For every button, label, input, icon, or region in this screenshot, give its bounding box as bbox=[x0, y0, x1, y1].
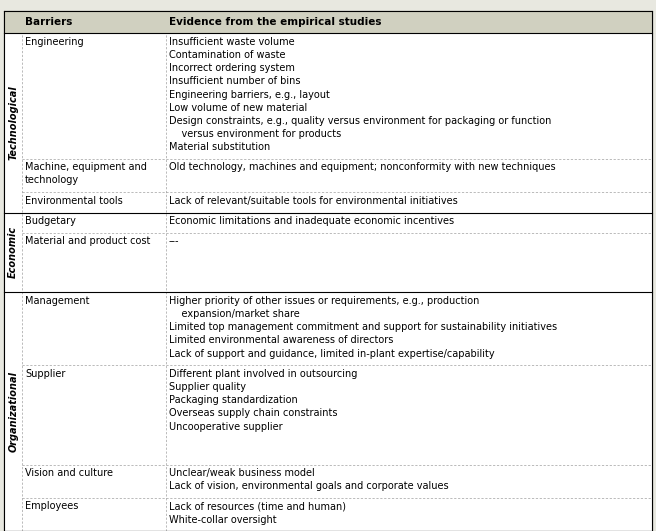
Text: Lack of resources (time and human): Lack of resources (time and human) bbox=[169, 501, 346, 511]
Text: Insufficient number of bins: Insufficient number of bins bbox=[169, 76, 300, 87]
Text: Material substitution: Material substitution bbox=[169, 142, 270, 152]
Text: Packaging standardization: Packaging standardization bbox=[169, 395, 298, 405]
Text: Limited top management commitment and support for sustainability initiatives: Limited top management commitment and su… bbox=[169, 322, 557, 332]
Text: Budgetary: Budgetary bbox=[25, 216, 76, 226]
Text: Economic: Economic bbox=[9, 226, 18, 278]
Text: Incorrect ordering system: Incorrect ordering system bbox=[169, 63, 295, 73]
Text: Lack of support and guidance, limited in-plant expertise/capability: Lack of support and guidance, limited in… bbox=[169, 349, 495, 358]
Text: Lack of relevant/suitable tools for environmental initiatives: Lack of relevant/suitable tools for envi… bbox=[169, 196, 458, 206]
Text: Evidence from the empirical studies: Evidence from the empirical studies bbox=[169, 17, 381, 27]
Text: Engineering: Engineering bbox=[25, 37, 84, 47]
Text: Employees: Employees bbox=[25, 501, 79, 511]
Bar bbox=[4, 498, 652, 531]
Bar bbox=[4, 212, 652, 233]
Text: versus environment for products: versus environment for products bbox=[169, 129, 341, 139]
Text: Overseas supply chain constraints: Overseas supply chain constraints bbox=[169, 408, 337, 418]
Text: Lack of vision, environmental goals and corporate values: Lack of vision, environmental goals and … bbox=[169, 481, 449, 491]
Text: Barriers: Barriers bbox=[25, 17, 72, 27]
Text: Technological: Technological bbox=[9, 85, 18, 160]
Bar bbox=[4, 192, 652, 212]
Text: Old technology, machines and equipment; nonconformity with new techniques: Old technology, machines and equipment; … bbox=[169, 162, 556, 173]
Text: Unclear/weak business model: Unclear/weak business model bbox=[169, 468, 315, 478]
Text: Higher priority of other issues or requirements, e.g., production: Higher priority of other issues or requi… bbox=[169, 296, 480, 306]
Bar bbox=[4, 465, 652, 498]
Text: Design constraints, e.g., quality versus environment for packaging or function: Design constraints, e.g., quality versus… bbox=[169, 116, 551, 126]
Text: Organizational: Organizational bbox=[9, 371, 18, 452]
Text: Different plant involved in outsourcing: Different plant involved in outsourcing bbox=[169, 369, 358, 379]
Text: expansion/market share: expansion/market share bbox=[169, 309, 300, 319]
Text: Material and product cost: Material and product cost bbox=[25, 236, 150, 246]
Text: Contamination of waste: Contamination of waste bbox=[169, 50, 285, 60]
Text: ---: --- bbox=[169, 236, 179, 246]
Text: Insufficient waste volume: Insufficient waste volume bbox=[169, 37, 295, 47]
Text: Uncooperative supplier: Uncooperative supplier bbox=[169, 422, 283, 432]
Text: Machine, equipment and
technology: Machine, equipment and technology bbox=[25, 162, 147, 185]
Text: Engineering barriers, e.g., layout: Engineering barriers, e.g., layout bbox=[169, 90, 330, 100]
Text: Limited environmental awareness of directors: Limited environmental awareness of direc… bbox=[169, 336, 393, 346]
Text: Supplier quality: Supplier quality bbox=[169, 382, 246, 392]
Text: Economic limitations and inadequate economic incentives: Economic limitations and inadequate econ… bbox=[169, 216, 454, 226]
Text: White-collar oversight: White-collar oversight bbox=[169, 515, 276, 525]
Text: Low volume of new material: Low volume of new material bbox=[169, 103, 307, 113]
Text: Environmental tools: Environmental tools bbox=[25, 196, 123, 206]
Bar bbox=[4, 159, 652, 192]
Text: Supplier: Supplier bbox=[25, 369, 66, 379]
Bar bbox=[4, 11, 652, 33]
Text: Management: Management bbox=[25, 296, 90, 306]
Text: Vision and culture: Vision and culture bbox=[25, 468, 113, 478]
